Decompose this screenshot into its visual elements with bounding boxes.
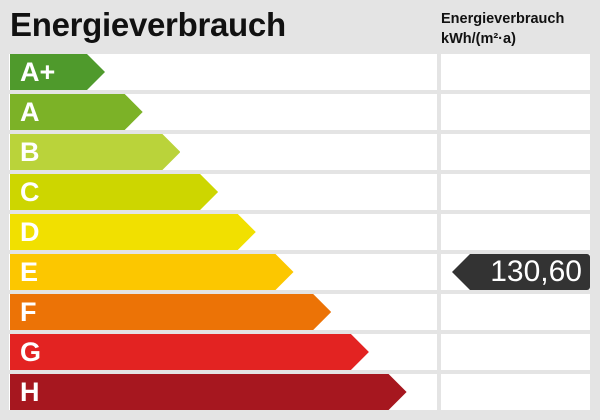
value-cell-H: [441, 374, 590, 410]
class-label: C: [20, 177, 40, 207]
value-cell-A+: [441, 54, 590, 90]
column-header-unit: kWh/(m²·a): [441, 31, 516, 47]
class-label: F: [20, 297, 37, 327]
class-label: B: [20, 137, 40, 167]
value-marker: 130,60: [452, 254, 590, 290]
value-cell-A: [441, 94, 590, 130]
class-label: H: [20, 377, 40, 407]
value-cell-C: [441, 174, 590, 210]
class-bar-A+: A+: [10, 54, 105, 90]
class-bar-B: B: [10, 134, 181, 170]
chart-title: Energieverbrauch: [10, 6, 286, 43]
value-label: 130,60: [490, 255, 582, 288]
class-bar-H: H: [10, 374, 407, 410]
value-cell-D: [441, 214, 590, 250]
class-bar-A: A: [10, 94, 143, 130]
class-label: A+: [20, 57, 56, 87]
class-label: E: [20, 257, 39, 287]
class-bar-G: G: [10, 334, 369, 370]
value-cell-B: [441, 134, 590, 170]
value-cell-G: [441, 334, 590, 370]
column-header: Energieverbrauch kWh/(m²·a): [441, 9, 564, 49]
column-header-line1: Energieverbrauch: [441, 11, 565, 27]
class-label: D: [20, 217, 40, 247]
class-label: A: [20, 97, 40, 127]
class-bar-E: E: [10, 254, 294, 290]
class-label: G: [20, 337, 42, 367]
class-bar-F: F: [10, 294, 332, 330]
class-bar-C: C: [10, 174, 219, 210]
class-bar-D: D: [10, 214, 256, 250]
value-cell-F: [441, 294, 590, 330]
